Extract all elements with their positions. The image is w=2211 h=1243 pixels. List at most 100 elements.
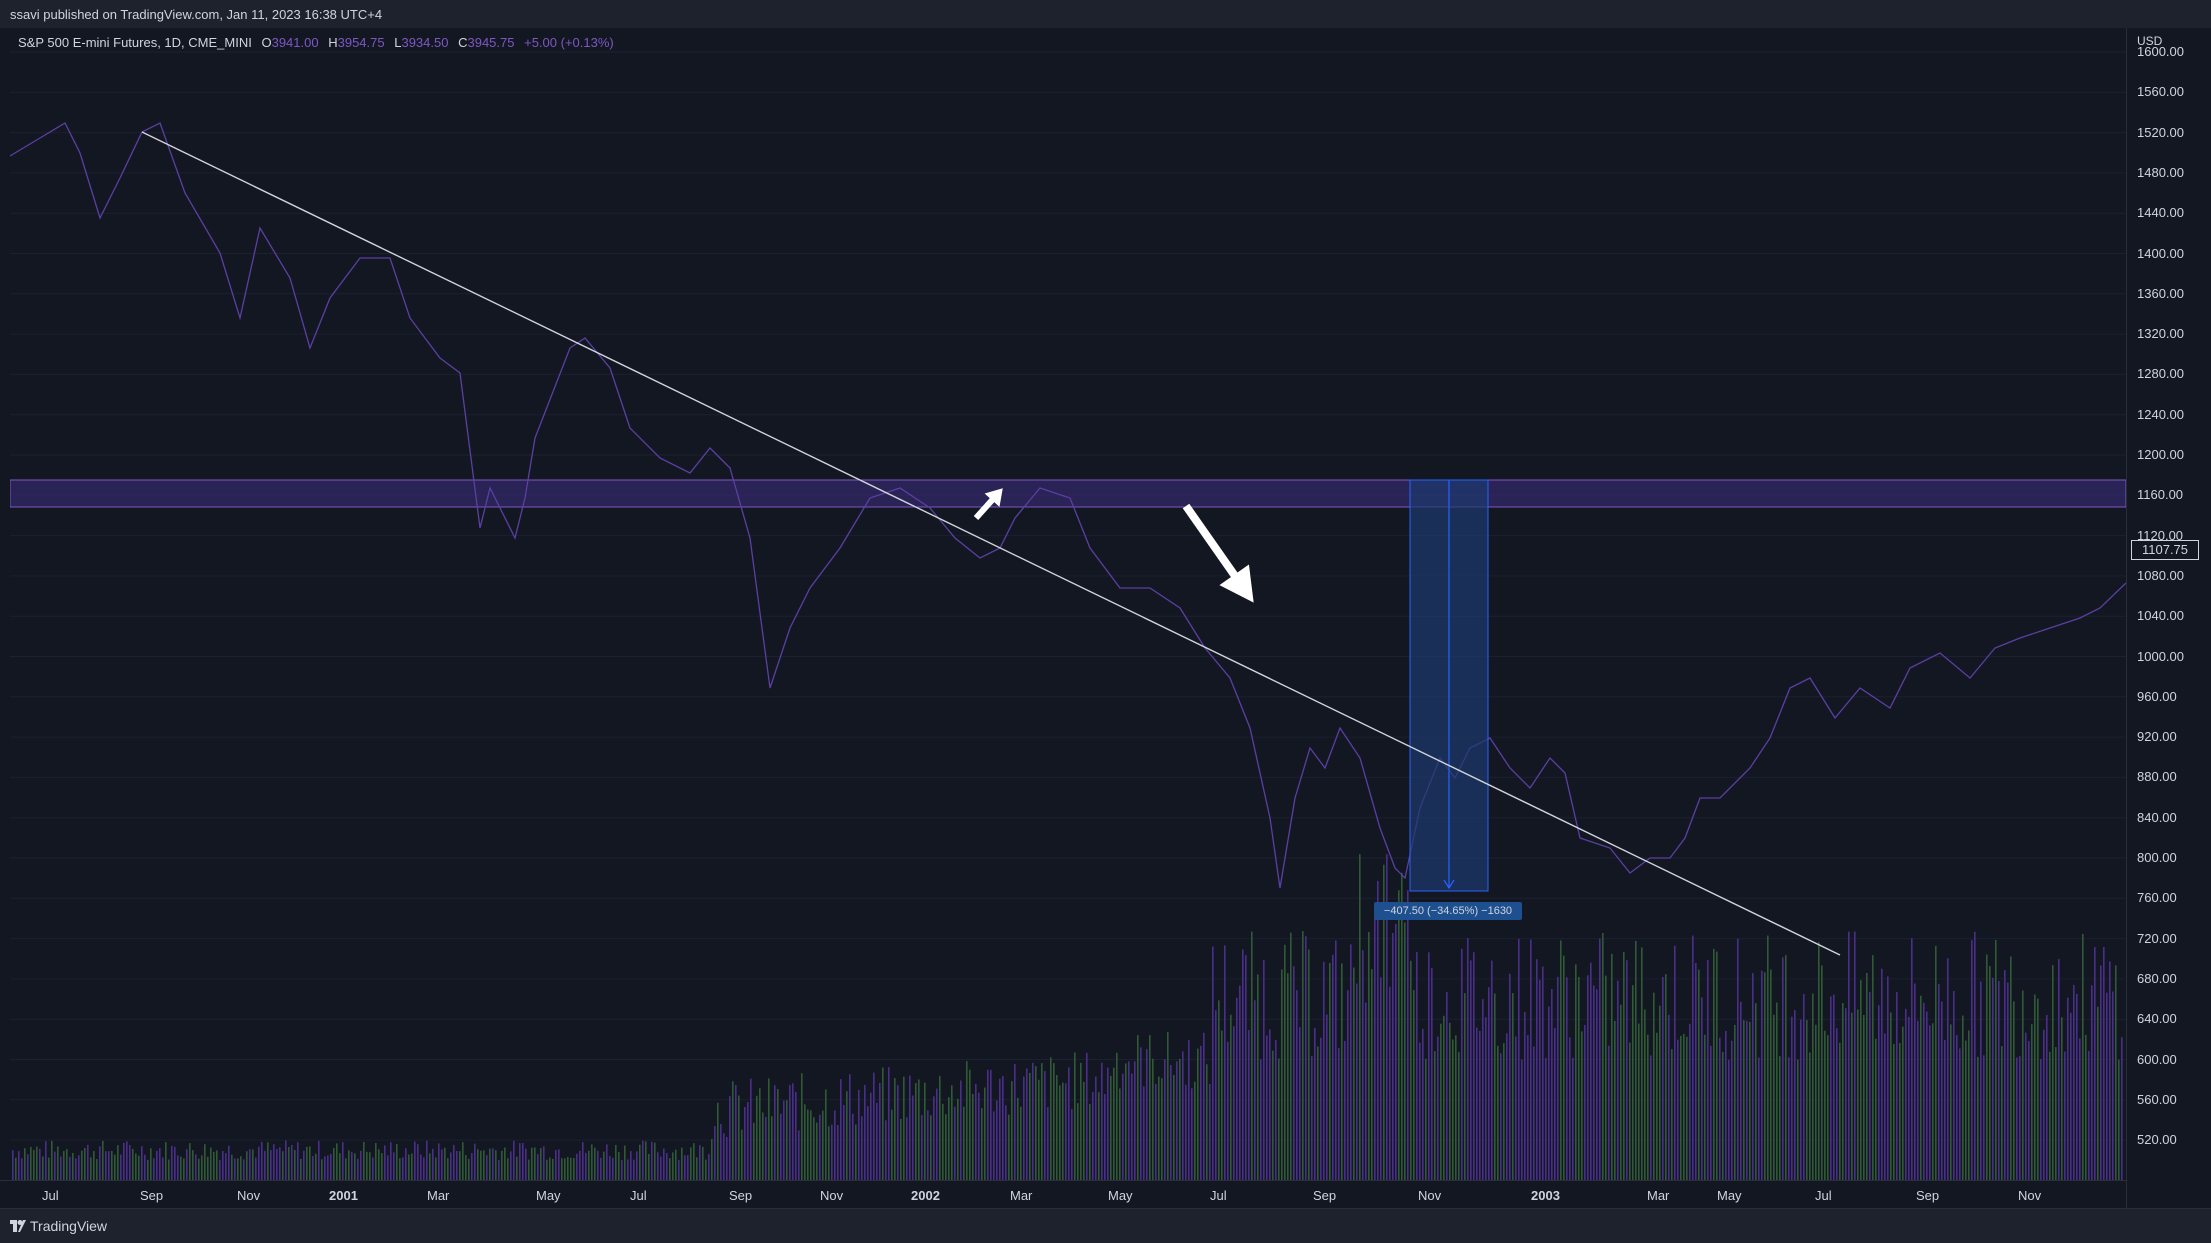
volume-bar [597,1150,599,1180]
volume-bar [492,1148,494,1180]
volume-bar [531,1147,533,1180]
volume-bar [1377,881,1379,1180]
volume-bar [1221,1030,1223,1180]
volume-bar [1485,1017,1487,1180]
price-tick: 560.00 [2137,1091,2177,1107]
volume-bar [1095,1076,1097,1180]
volume-bar [912,1095,914,1180]
volume-bar [1752,973,1754,1180]
volume-bar [216,1150,218,1180]
volume-bar [1125,1063,1127,1180]
time-tick: Mar [427,1188,450,1203]
price-scale[interactable]: USD 1600.00 1560.00 1520.00 1480.00 1440.00 1… [2126,28,2211,1208]
volume-bar [1170,1064,1172,1180]
up-arrow-icon[interactable] [969,482,1011,525]
volume-bar [849,1074,851,1180]
volume-bar [978,1092,980,1180]
volume-bar [306,1146,308,1180]
volume-bar [1008,1114,1010,1180]
volume-bar [1815,1024,1817,1180]
volume-bar [1539,979,1541,1180]
volume-bar [1155,1083,1157,1180]
volume-bar [1476,1027,1478,1180]
volume-bar [1278,1058,1280,1180]
volume-bar [546,1159,548,1180]
volume-bar [1728,1059,1730,1180]
time-tick: Nov [237,1188,261,1203]
down-arrow-icon[interactable] [1171,496,1268,613]
volume-bar [639,1144,641,1180]
volume-bar [1482,999,1484,1180]
volume-bar [765,1116,767,1180]
volume-bar [966,1061,968,1180]
volume-bar [1644,1009,1646,1180]
chart-area[interactable]: ➜➜➜➜➜➜➜➜➜➜➜➜➜➜ [9,28,2127,1208]
volume-bar [375,1142,377,1180]
volume-bar [795,1092,797,1180]
volume-bar [1068,1067,1070,1180]
volume-bar [363,1141,365,1180]
volume-bar [1386,854,1388,1180]
volume-bar [1905,1008,1907,1180]
volume-bar [426,1140,428,1180]
volume-bar [324,1156,326,1180]
volume-bar [258,1146,260,1180]
price-tick: 1600.00 [2137,44,2184,59]
volume-bar [1950,1024,1952,1180]
publisher-bar: ssavi published on TradingView.com, Jan … [0,0,2211,28]
volume-bar [693,1143,695,1180]
volume-bar [2073,984,2075,1180]
volume-bar [1422,1028,1424,1180]
volume-bar [1593,985,1595,1180]
change-value: +5.00 (+0.13%) [524,35,614,50]
symbol-legend[interactable]: S&P 500 E-mini Futures, 1D, CME_MINI O39… [18,35,614,50]
volume-bar [1713,948,1715,1180]
volume-bar [957,1098,959,1180]
high-label: H [328,35,338,50]
volume-bar [753,1122,755,1180]
volume-bar [15,1157,17,1180]
volume-bar [1449,1022,1451,1180]
volume-bar [1359,854,1361,1180]
tradingview-logo[interactable]: TradingView [10,1218,107,1234]
volume-bar [162,1157,164,1180]
volume-bar [558,1149,560,1180]
volume-bar [1050,1057,1052,1180]
volume-bar [2106,992,2108,1180]
volume-bar [1053,1063,1055,1180]
volume-bar [1803,994,1805,1180]
volume-bar [1911,938,1913,1180]
volume-bar [822,1110,824,1180]
volume-bar [1578,976,1580,1180]
volume-bar [1971,940,1973,1180]
volume-bar [378,1149,380,1180]
volume-bar [348,1150,350,1180]
volume-bar [90,1157,92,1180]
volume-bar [987,1069,989,1180]
volume-bar [411,1153,413,1180]
volume-bar [1584,1024,1586,1180]
volume-bar [1290,932,1292,1180]
volume-bar [1263,959,1265,1180]
volume-bar [1863,1014,1865,1180]
low-label: L [394,35,402,50]
volume-bar [1176,1061,1178,1180]
time-scale[interactable]: Jul Sep Nov 2001 Mar May Jul Sep Nov 2002 Mar May Ju… [0,1180,2126,1209]
volume-bar [2097,1006,2099,1180]
volume-bar [387,1155,389,1180]
volume-bar [1872,955,1874,1180]
volume-bar [996,1100,998,1180]
volume-bar [1065,1083,1067,1180]
volume-bar [1056,1074,1058,1180]
volume-bar [114,1154,116,1180]
volume-bar [222,1150,224,1180]
time-tick: Nov [2018,1188,2042,1203]
volume-bar [2079,1038,2081,1180]
volume-bar [1773,1014,1775,1180]
volume-bar [858,1089,860,1180]
volume-bar [1974,931,1976,1180]
volume-bar [1299,1027,1301,1180]
trendline[interactable] [141,131,1841,956]
resistance-zone[interactable] [9,479,2127,508]
volume-bar [1119,1088,1121,1180]
